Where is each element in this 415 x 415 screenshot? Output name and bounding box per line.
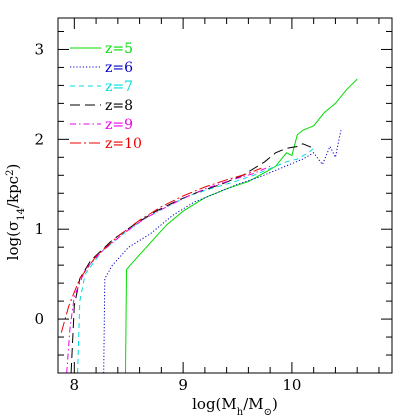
y-axis-label: log(σ14/kpc2): [4, 164, 27, 261]
y-tick-label: 0: [34, 310, 44, 328]
x-tick-label: 10: [282, 376, 301, 394]
series-line-z-10: [60, 167, 262, 333]
y-tick-label: 3: [34, 40, 44, 58]
x-tick-label: 8: [70, 376, 80, 394]
y-tick-label: 2: [34, 130, 44, 148]
x-axis-label: log(Mh/M⊙): [192, 395, 278, 415]
legend-label: z=7: [105, 79, 133, 95]
legend-label: z=8: [105, 98, 133, 114]
plot-frame: [57, 17, 393, 374]
legend-label: z=9: [105, 117, 133, 133]
legend-label: z=5: [105, 41, 133, 57]
series-line-z-5: [125, 78, 358, 374]
tick-layer: 8 9 10 0 1 2 3: [34, 18, 392, 394]
legend-label: z=10: [105, 136, 142, 152]
series-layer: [60, 78, 358, 374]
legend-label: z=6: [105, 60, 133, 76]
x-tick-label: 9: [178, 376, 188, 394]
legend: z=5 z=6 z=7 z=8 z=9 z=10: [70, 41, 142, 152]
y-tick-label: 1: [34, 220, 44, 238]
series-line-z-9: [66, 165, 271, 374]
